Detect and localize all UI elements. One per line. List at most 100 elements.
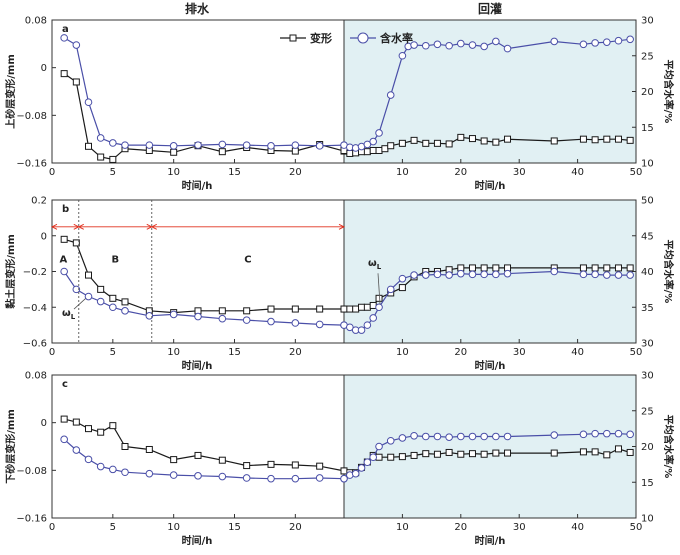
deform-drain-line	[64, 238, 344, 314]
moisture-drain-point	[72, 446, 81, 454]
deform-recharge-point	[492, 449, 500, 457]
moisture-drain-point	[315, 320, 324, 329]
deform-drain-point	[109, 422, 117, 430]
moisture-drain-point	[194, 472, 202, 480]
moisture-drain-point	[121, 307, 129, 315]
moisture-recharge-point	[363, 321, 372, 329]
moisture-drain-point	[121, 141, 129, 149]
x-tick-label: 20	[289, 347, 302, 358]
x-tick-label: 10	[167, 167, 180, 178]
deform-recharge-point	[480, 264, 488, 272]
moisture-recharge-point	[603, 38, 611, 46]
moisture-recharge-point	[351, 469, 360, 478]
deform-drain-point	[243, 307, 251, 315]
moisture-recharge-point	[369, 137, 378, 146]
moisture-drain-point	[72, 285, 81, 294]
y-tick-label: −0.16	[16, 159, 47, 170]
deform-drain-point	[218, 148, 226, 156]
moisture-recharge-point	[579, 270, 588, 279]
y2-tick-label: 10	[641, 159, 654, 170]
x-tick-label: 30	[513, 167, 526, 178]
moisture-recharge-point	[591, 429, 599, 438]
moisture-drain-point	[121, 468, 129, 477]
moisture-recharge-point	[421, 432, 430, 441]
stage-arrowhead	[146, 223, 153, 230]
deform-recharge-point	[579, 448, 587, 456]
moisture-drain-point	[145, 141, 154, 149]
moisture-recharge-point	[357, 464, 366, 472]
moisture-recharge-point	[492, 432, 500, 441]
x-tick-label: 10	[396, 522, 409, 533]
x-tick-label: 15	[228, 167, 241, 178]
moisture-recharge-point	[369, 314, 378, 322]
deform-drain-point	[291, 305, 299, 313]
x-tick-label: 15	[228, 347, 241, 358]
deform-recharge-point	[626, 136, 634, 144]
y2-axis-label: 平均含水率/%	[662, 415, 675, 479]
deform-recharge-point	[445, 448, 453, 456]
deform-drain-point	[72, 78, 80, 86]
deform-recharge-point	[363, 303, 371, 311]
moisture-recharge-point	[480, 42, 488, 51]
deform-recharge-point	[398, 139, 406, 147]
moisture-recharge-point	[410, 41, 418, 49]
x-axis-label-recharge: 时间/h	[475, 534, 506, 547]
moisture-recharge-point	[433, 40, 442, 49]
moisture-recharge-point	[603, 271, 611, 279]
moisture-recharge-point	[626, 35, 634, 44]
moisture-drain-point	[194, 312, 202, 321]
x-tick-label: 10	[396, 167, 409, 178]
y-tick-label: 0.08	[25, 16, 47, 27]
moisture-recharge-point	[386, 436, 395, 445]
legend-deform-label: 变形	[310, 31, 332, 45]
panel-a: −0.16 −0.08 0 0.08 10 15 20 25 30 0 5 10 15 20 10 20 30 4…	[4, 16, 675, 193]
moisture-recharge-point	[492, 270, 500, 279]
x-tick-label: 5	[110, 167, 116, 178]
moisture-drain-point	[315, 474, 324, 482]
deform-drain-point	[72, 418, 80, 426]
deform-drain-point	[194, 451, 202, 459]
y2-tick-label: 15	[641, 478, 654, 489]
deform-drain-point	[60, 235, 68, 243]
x-tick-label: 10	[167, 522, 180, 533]
y-tick-label: −0.2	[23, 267, 47, 278]
deform-recharge-point	[550, 137, 558, 145]
moisture-drain-point	[60, 34, 68, 42]
deform-recharge-point	[457, 133, 465, 141]
deform-recharge-point	[614, 445, 622, 453]
y2-tick-label: 15	[641, 123, 654, 134]
omega-pointer-drain	[73, 298, 86, 310]
moisture-recharge-point	[410, 431, 418, 440]
deform-recharge-point	[614, 264, 622, 272]
moisture-drain-point	[169, 142, 178, 150]
legend-deform-marker	[289, 34, 297, 42]
moisture-recharge-point	[457, 39, 465, 48]
y2-tick-label: 35	[641, 303, 654, 314]
x-axis-label-drain: 时间/h	[182, 359, 213, 372]
moisture-drain-point	[291, 319, 300, 327]
deform-drain-point	[170, 148, 178, 156]
y-tick-label: −0.08	[16, 111, 47, 122]
moisture-drain-point	[96, 134, 105, 142]
deform-drain-point	[218, 307, 226, 315]
moisture-drain-point	[96, 297, 105, 306]
deform-recharge-point	[340, 467, 348, 475]
deform-drain-point	[97, 285, 105, 293]
panel-label: b	[62, 204, 69, 215]
panel-c: −0.16 −0.08 0 0.08 10 15 20 25 30 0 5 10 15 20 10 20 30 4…	[4, 371, 675, 548]
moisture-recharge-point	[398, 51, 407, 60]
moisture-recharge-point	[445, 271, 453, 279]
deform-recharge-point	[492, 138, 500, 146]
x-tick-label: 40	[571, 167, 584, 178]
stage-arrowhead	[50, 223, 58, 230]
deform-drain-point	[291, 147, 299, 155]
deform-recharge-point	[381, 145, 389, 153]
y2-tick-label: 25	[641, 51, 654, 62]
moisture-drain-point	[60, 267, 68, 276]
moisture-recharge-point	[410, 271, 418, 279]
deform-recharge-point	[626, 448, 634, 456]
deform-drain-point	[121, 298, 129, 306]
moisture-recharge-point	[340, 474, 348, 483]
deform-recharge-point	[346, 305, 354, 313]
moisture-recharge-point	[591, 270, 599, 279]
